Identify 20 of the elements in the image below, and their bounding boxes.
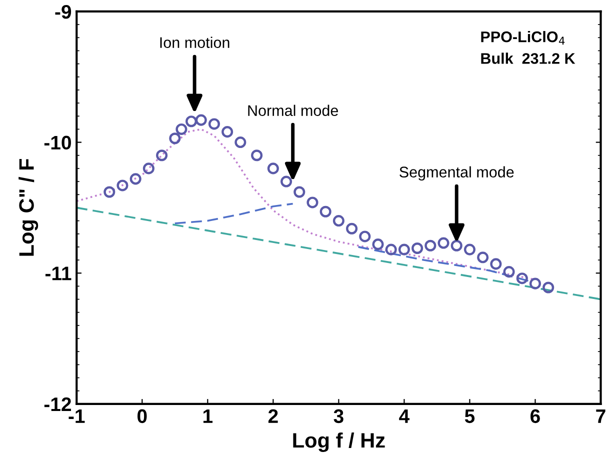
y-axis-title: Log C" / F bbox=[18, 158, 38, 256]
annotation: Normal mode bbox=[248, 104, 338, 116]
annotation: Segmental mode bbox=[400, 166, 514, 181]
x-tick-label: 7 bbox=[596, 409, 606, 423]
x-tick-label: 1 bbox=[203, 409, 213, 423]
x-tick-label: 3 bbox=[334, 409, 344, 424]
x-tick-label: -1 bbox=[68, 409, 85, 423]
annotation: Bulk 231.2 K bbox=[481, 52, 576, 64]
y-tick-label: -12 bbox=[44, 397, 71, 411]
y-tick-label: -10 bbox=[44, 136, 71, 150]
x-tick-label: 6 bbox=[530, 409, 540, 424]
y-tick-label: -9 bbox=[55, 4, 72, 19]
x-axis-title: Log f / Hz bbox=[293, 432, 385, 452]
x-tick-label: 4 bbox=[399, 409, 410, 423]
x-tick-label: 2 bbox=[268, 409, 278, 423]
x-tick-label: 5 bbox=[464, 409, 475, 424]
y-tick-label: -11 bbox=[45, 266, 72, 280]
annotation: Ion motion bbox=[160, 36, 230, 48]
annotation: PPO-LiClO$_{4}$ bbox=[481, 31, 565, 45]
x-tick-label: 0 bbox=[138, 409, 147, 424]
